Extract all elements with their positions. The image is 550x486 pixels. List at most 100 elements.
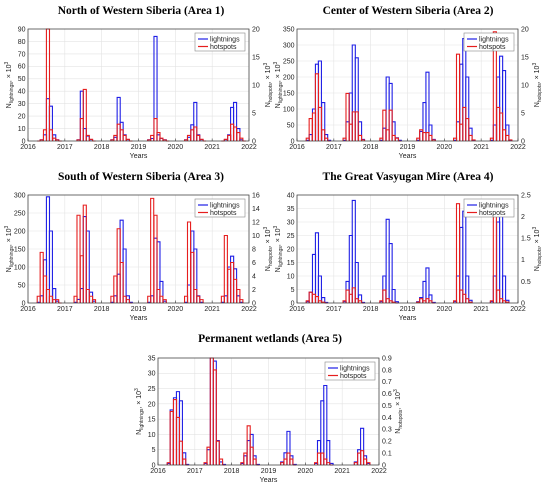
y-left-tick-label: 20: [287, 246, 295, 253]
y-left-tick-label: 25: [148, 386, 156, 393]
x-tick-label: 2022: [510, 306, 526, 313]
series-lightnings: [36, 196, 244, 304]
x-tick-label: 2021: [204, 306, 220, 313]
x-tick-label: 2021: [473, 306, 489, 313]
x-tick-label: 2020: [437, 144, 453, 151]
y-right-tick-label: 0.9: [382, 355, 392, 362]
y-left-tick-label: 250: [14, 210, 26, 217]
chart-panel-2: Center of Western Siberia (Area 2) 2016 20…: [273, 5, 543, 160]
x-tick-label: 2022: [371, 468, 387, 475]
x-tick-label: 2021: [204, 144, 220, 151]
y-right-axis-label: Nhotspots, × 103: [532, 227, 543, 272]
y-left-tick-label: 30: [18, 101, 26, 108]
y-right-axis-label: Nhotspots, × 103: [263, 227, 274, 272]
y-left-tick-label: 0: [22, 300, 26, 307]
x-tick-label: 2021: [473, 144, 489, 151]
x-tick-label: 2016: [20, 306, 36, 313]
x-tick-label: 2022: [510, 144, 526, 151]
y-left-tick-label: 35: [287, 206, 295, 213]
x-tick-label: 2016: [20, 144, 36, 151]
y-right-axis-label: Nhotspots, × 103: [393, 389, 404, 434]
x-tick-label: 2019: [400, 144, 416, 151]
chart-panel-1: North of Western Siberia (Area 1)2016 201…: [4, 5, 274, 160]
y-left-tick-label: 40: [287, 192, 295, 199]
x-tick-label: 2021: [334, 468, 350, 475]
x-tick-label: 2017: [57, 144, 73, 151]
x-axis-label: Years: [399, 153, 417, 160]
x-axis-label: Years: [399, 315, 417, 322]
y-right-tick-label: 16: [252, 192, 260, 199]
x-tick-label: 2018: [224, 468, 240, 475]
y-right-tick-label: 15: [521, 54, 529, 61]
chart-title: North of Western Siberia (Area 1): [58, 5, 225, 17]
y-left-tick-label: 150: [14, 246, 26, 253]
legend-label-hotspots: hotspots: [210, 44, 237, 51]
chart-title: The Great Vasyugan Mire (Area 4): [323, 171, 494, 183]
y-right-tick-label: 0.1: [382, 451, 392, 458]
y-left-tick-label: 0: [291, 300, 295, 307]
y-left-tick-label: 100: [283, 106, 295, 113]
y-left-tick-label: 100: [14, 264, 26, 271]
x-tick-label: 2022: [241, 306, 257, 313]
legend-label-hotspots: hotspots: [340, 373, 367, 380]
y-right-tick-label: 6: [252, 260, 256, 267]
y-left-tick-label: 10: [18, 126, 26, 133]
y-right-tick-label: 20: [252, 26, 260, 33]
y-right-tick-label: 0.5: [382, 403, 392, 410]
x-tick-label: 2016: [289, 306, 305, 313]
y-left-tick-label: 5: [291, 287, 295, 294]
y-left-tick-label: 250: [283, 58, 295, 65]
y-right-tick-label: 0: [252, 138, 256, 145]
y-left-tick-label: 15: [148, 417, 156, 424]
y-left-tick-label: 80: [18, 39, 26, 46]
chart-title: Permanent wetlands (Area 5): [198, 333, 342, 345]
chart-title: South of Western Siberia (Area 3): [58, 171, 224, 183]
y-right-tick-label: 10: [252, 233, 260, 240]
y-left-tick-label: 0: [152, 462, 156, 469]
y-left-tick-label: 30: [287, 219, 295, 226]
y-left-tick-label: 10: [148, 432, 156, 439]
x-tick-label: 2020: [168, 144, 184, 151]
x-tick-label: 2016: [289, 144, 305, 151]
x-tick-label: 2018: [363, 144, 379, 151]
y-left-tick-label: 35: [148, 355, 156, 362]
x-tick-label: 2017: [326, 306, 342, 313]
y-right-tick-label: 10: [252, 82, 260, 89]
x-tick-label: 2017: [187, 468, 203, 475]
y-right-tick-label: 20: [521, 26, 529, 33]
legend-label-hotspots: hotspots: [210, 210, 237, 217]
series-hotspots: [305, 31, 513, 142]
y-left-axis-label: Nlightnings, × 103: [4, 61, 15, 108]
chart-panel-3: South of Western Siberia (Area 3) 2016 201…: [4, 171, 274, 322]
x-tick-label: 2019: [261, 468, 277, 475]
x-tick-label: 2019: [400, 306, 416, 313]
y-left-tick-label: 300: [283, 42, 295, 49]
legend-label-lightnings: lightnings: [479, 36, 509, 43]
y-right-tick-label: 0: [521, 138, 525, 145]
y-right-tick-label: 0.2: [382, 439, 392, 446]
y-right-tick-label: 0.7: [382, 379, 392, 386]
y-right-tick-label: 14: [252, 206, 260, 213]
y-left-tick-label: 15: [287, 260, 295, 267]
y-left-tick-label: 70: [18, 51, 26, 58]
y-left-tick-label: 0: [291, 138, 295, 145]
x-tick-label: 2019: [131, 306, 147, 313]
x-tick-label: 2022: [241, 144, 257, 151]
y-right-tick-label: 4: [252, 273, 256, 280]
x-tick-label: 2020: [437, 306, 453, 313]
y-right-tick-label: 0.4: [382, 415, 392, 422]
y-right-tick-label: 2.5: [521, 192, 531, 199]
x-tick-label: 2017: [57, 306, 73, 313]
series-lightnings: [166, 357, 371, 465]
y-right-tick-label: 2: [521, 214, 525, 221]
y-right-tick-label: 15: [252, 54, 260, 61]
x-axis-label: Years: [130, 315, 148, 322]
x-tick-label: 2018: [363, 306, 379, 313]
y-left-tick-label: 25: [287, 233, 295, 240]
x-tick-label: 2017: [326, 144, 342, 151]
y-left-axis-label: Nlightnings, × 103: [273, 225, 284, 272]
y-left-tick-label: 50: [18, 76, 26, 83]
